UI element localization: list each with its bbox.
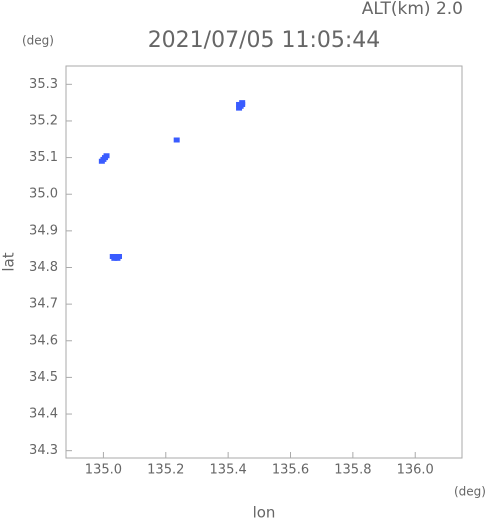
y-tick-label: 35.0 — [29, 187, 58, 202]
data-point — [111, 255, 118, 261]
data-point — [173, 137, 180, 143]
x-unit: (deg) — [454, 485, 486, 499]
chart-title: 2021/07/05 11:05:44 — [148, 28, 381, 53]
y-tick-label: 34.6 — [29, 333, 58, 348]
x-axis-label: lon — [253, 504, 276, 521]
x-tick-label: 135.4 — [210, 463, 247, 478]
y-unit: (deg) — [22, 34, 54, 48]
x-tick-label: 135.0 — [85, 463, 122, 478]
data-point — [236, 105, 243, 111]
data-point — [114, 255, 121, 261]
y-tick-label: 34.4 — [29, 407, 58, 422]
x-tick-label: 135.2 — [147, 463, 184, 478]
subtitle: ALT(km) 2.0 — [362, 0, 463, 19]
y-tick-label: 35.2 — [29, 113, 58, 128]
y-tick-label: 34.5 — [29, 370, 58, 385]
y-tick-label: 34.8 — [29, 260, 58, 275]
data-point — [103, 153, 110, 159]
y-tick-label: 34.3 — [29, 443, 58, 458]
x-tick-label: 136.0 — [397, 463, 434, 478]
y-tick-label: 34.9 — [29, 223, 58, 238]
plot-frame — [65, 65, 463, 459]
x-tick-label: 135.6 — [272, 463, 309, 478]
y-axis-label: lat — [0, 252, 18, 271]
x-tick-label: 135.8 — [334, 463, 371, 478]
data-point — [239, 100, 246, 106]
y-tick-label: 35.1 — [29, 150, 58, 165]
y-tick-label: 34.7 — [29, 297, 58, 312]
y-tick-label: 35.3 — [29, 77, 58, 92]
